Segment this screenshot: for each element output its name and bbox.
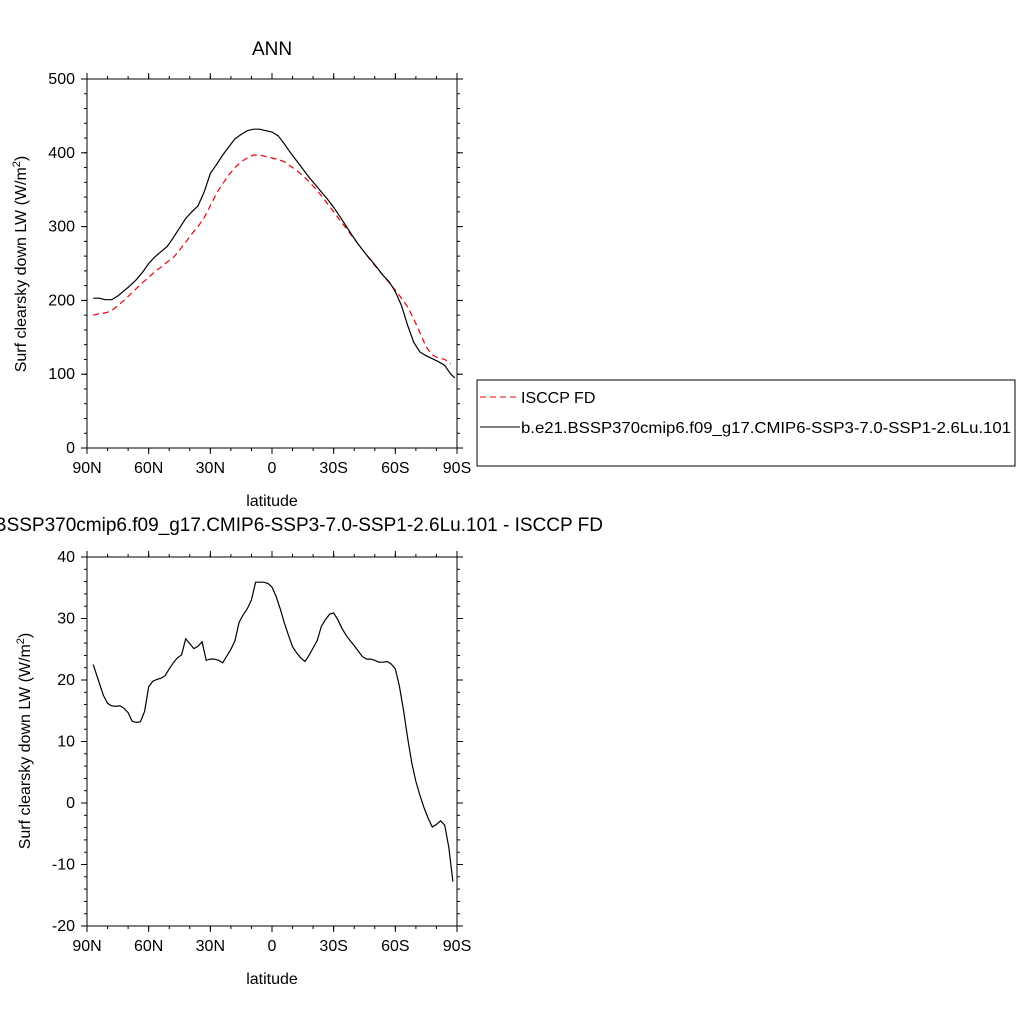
bottom-chart-title: b.e21.BSSP370cmip6.f09_g17.CMIP6-SSP3-7.… <box>0 515 603 536</box>
y-tick-label: 500 <box>48 71 75 88</box>
top-series-lines <box>93 128 456 379</box>
y-tick-label: 400 <box>48 145 75 162</box>
x-tick-label: 30S <box>319 460 347 477</box>
y-tick-label: 200 <box>48 292 75 309</box>
bottom-panel: b.e21.BSSP370cmip6.f09_g17.CMIP6-SSP3-7.… <box>0 515 603 988</box>
x-tick-label: 90S <box>443 938 471 955</box>
legend-label-isccp: ISCCP FD <box>521 390 595 407</box>
top-chart-title: ANN <box>252 39 292 60</box>
top-x-axis-label: latitude <box>246 493 298 510</box>
bottom-plot-frame <box>86 556 458 927</box>
x-tick-label: 0 <box>268 938 277 955</box>
bottom-y-axis-label: Surf clearsky down LW (W/m2) <box>15 633 34 850</box>
y-tick-label: 0 <box>66 440 75 457</box>
bottom-series-lines <box>92 581 454 882</box>
top-y-axis-label: Surf clearsky down LW (W/m2) <box>11 156 30 373</box>
top-panel: ANN 90N 60N 30N 0 30S 60S 90S 0 100 200 … <box>11 39 471 510</box>
y-tick-label: 300 <box>48 219 75 236</box>
top-x-tick-labels: 90N 60N 30N 0 30S 60S 90S <box>72 460 471 477</box>
legend-box <box>476 379 1016 467</box>
x-tick-label: 60N <box>134 460 163 477</box>
x-tick-label: 60S <box>381 938 409 955</box>
y-tick-label: 40 <box>57 549 75 566</box>
x-tick-label: 0 <box>268 460 277 477</box>
x-tick-label: 90N <box>72 460 101 477</box>
x-tick-label: 60S <box>381 460 409 477</box>
y-tick-label: 10 <box>57 734 75 751</box>
top-plot-frame <box>86 78 458 449</box>
bottom-x-tick-labels: 90N 60N 30N 0 30S 60S 90S <box>72 938 471 955</box>
y-tick-label: -20 <box>52 918 75 935</box>
top-y-tick-labels: 0 100 200 300 400 500 <box>48 71 75 457</box>
x-tick-label: 30N <box>196 460 225 477</box>
series-line-0 <box>93 154 452 365</box>
y-tick-label: 100 <box>48 366 75 383</box>
bottom-axis-ticks <box>81 551 463 932</box>
bottom-x-axis-label: latitude <box>246 971 298 988</box>
y-tick-label: 0 <box>66 795 75 812</box>
bottom-y-tick-labels: -20 -10 0 10 20 30 40 <box>52 549 75 935</box>
x-tick-label: 90N <box>72 938 101 955</box>
x-tick-label: 60N <box>134 938 163 955</box>
legend-label-model: b.e21.BSSP370cmip6.f09_g17.CMIP6-SSP3-7.… <box>521 420 1011 437</box>
y-tick-label: 20 <box>57 672 75 689</box>
x-tick-label: 30S <box>319 938 347 955</box>
x-tick-label: 30N <box>196 938 225 955</box>
x-tick-label: 90S <box>443 460 471 477</box>
y-tick-label: 30 <box>57 611 75 628</box>
series-line-0 <box>92 581 454 882</box>
legend: ISCCP FD b.e21.BSSP370cmip6.f09_g17.CMIP… <box>476 379 1016 467</box>
series-line-1 <box>93 128 456 379</box>
y-tick-label: -10 <box>52 857 75 874</box>
top-axis-ticks <box>81 73 463 454</box>
